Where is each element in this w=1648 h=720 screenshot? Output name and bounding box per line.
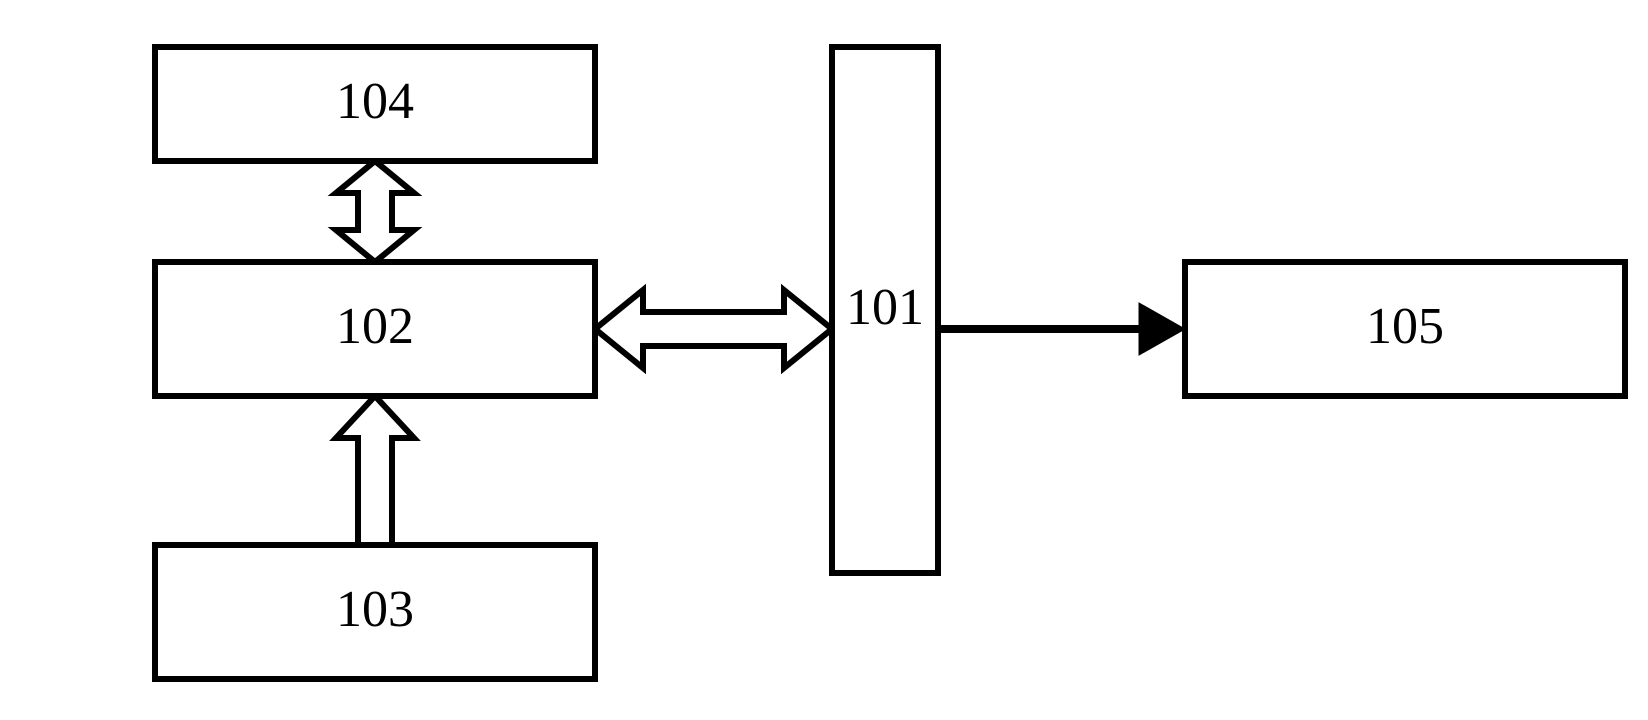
node-n105: 105 [1185, 262, 1625, 396]
node-n103-label: 103 [336, 581, 414, 638]
node-n101: 101 [832, 47, 938, 573]
edge-n103-n102 [336, 396, 414, 545]
node-n101-label: 101 [846, 279, 924, 336]
node-n102-label: 102 [336, 298, 414, 355]
node-n102: 102 [155, 262, 595, 396]
node-n104: 104 [155, 47, 595, 161]
node-n103: 103 [155, 545, 595, 679]
edge-n101-n105 [938, 303, 1185, 355]
node-n105-label: 105 [1366, 298, 1444, 355]
node-n104-label: 104 [336, 73, 414, 130]
edge-n104-n102 [336, 161, 414, 262]
edge-n102-n101 [595, 290, 832, 368]
